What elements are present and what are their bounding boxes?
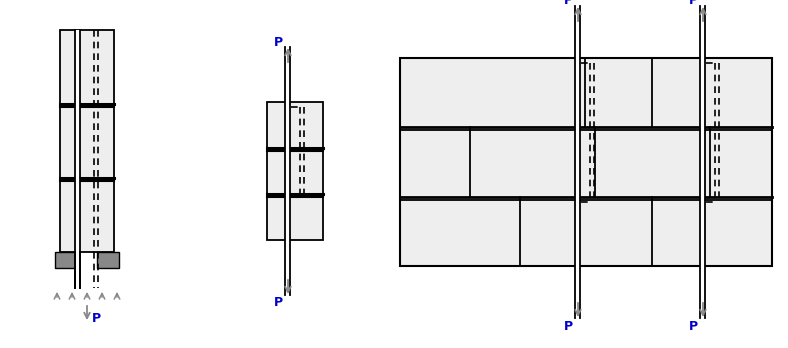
- Bar: [267, 102, 323, 148]
- Text: P: P: [564, 319, 573, 332]
- Text: P: P: [564, 0, 573, 8]
- Bar: [575, 6, 581, 318]
- Bar: [55, 252, 77, 268]
- Text: P: P: [274, 296, 283, 309]
- Text: P: P: [274, 35, 283, 48]
- Bar: [60, 178, 114, 252]
- Bar: [267, 194, 323, 240]
- Text: P: P: [689, 0, 698, 8]
- Text: P: P: [689, 319, 698, 332]
- Bar: [285, 47, 291, 295]
- Bar: [60, 104, 114, 178]
- Bar: [97, 252, 119, 268]
- Bar: [76, 252, 80, 288]
- Bar: [60, 30, 114, 104]
- Bar: [76, 30, 80, 252]
- Bar: [701, 6, 705, 318]
- Bar: [267, 148, 323, 194]
- Text: P: P: [92, 311, 101, 324]
- Bar: [400, 58, 772, 266]
